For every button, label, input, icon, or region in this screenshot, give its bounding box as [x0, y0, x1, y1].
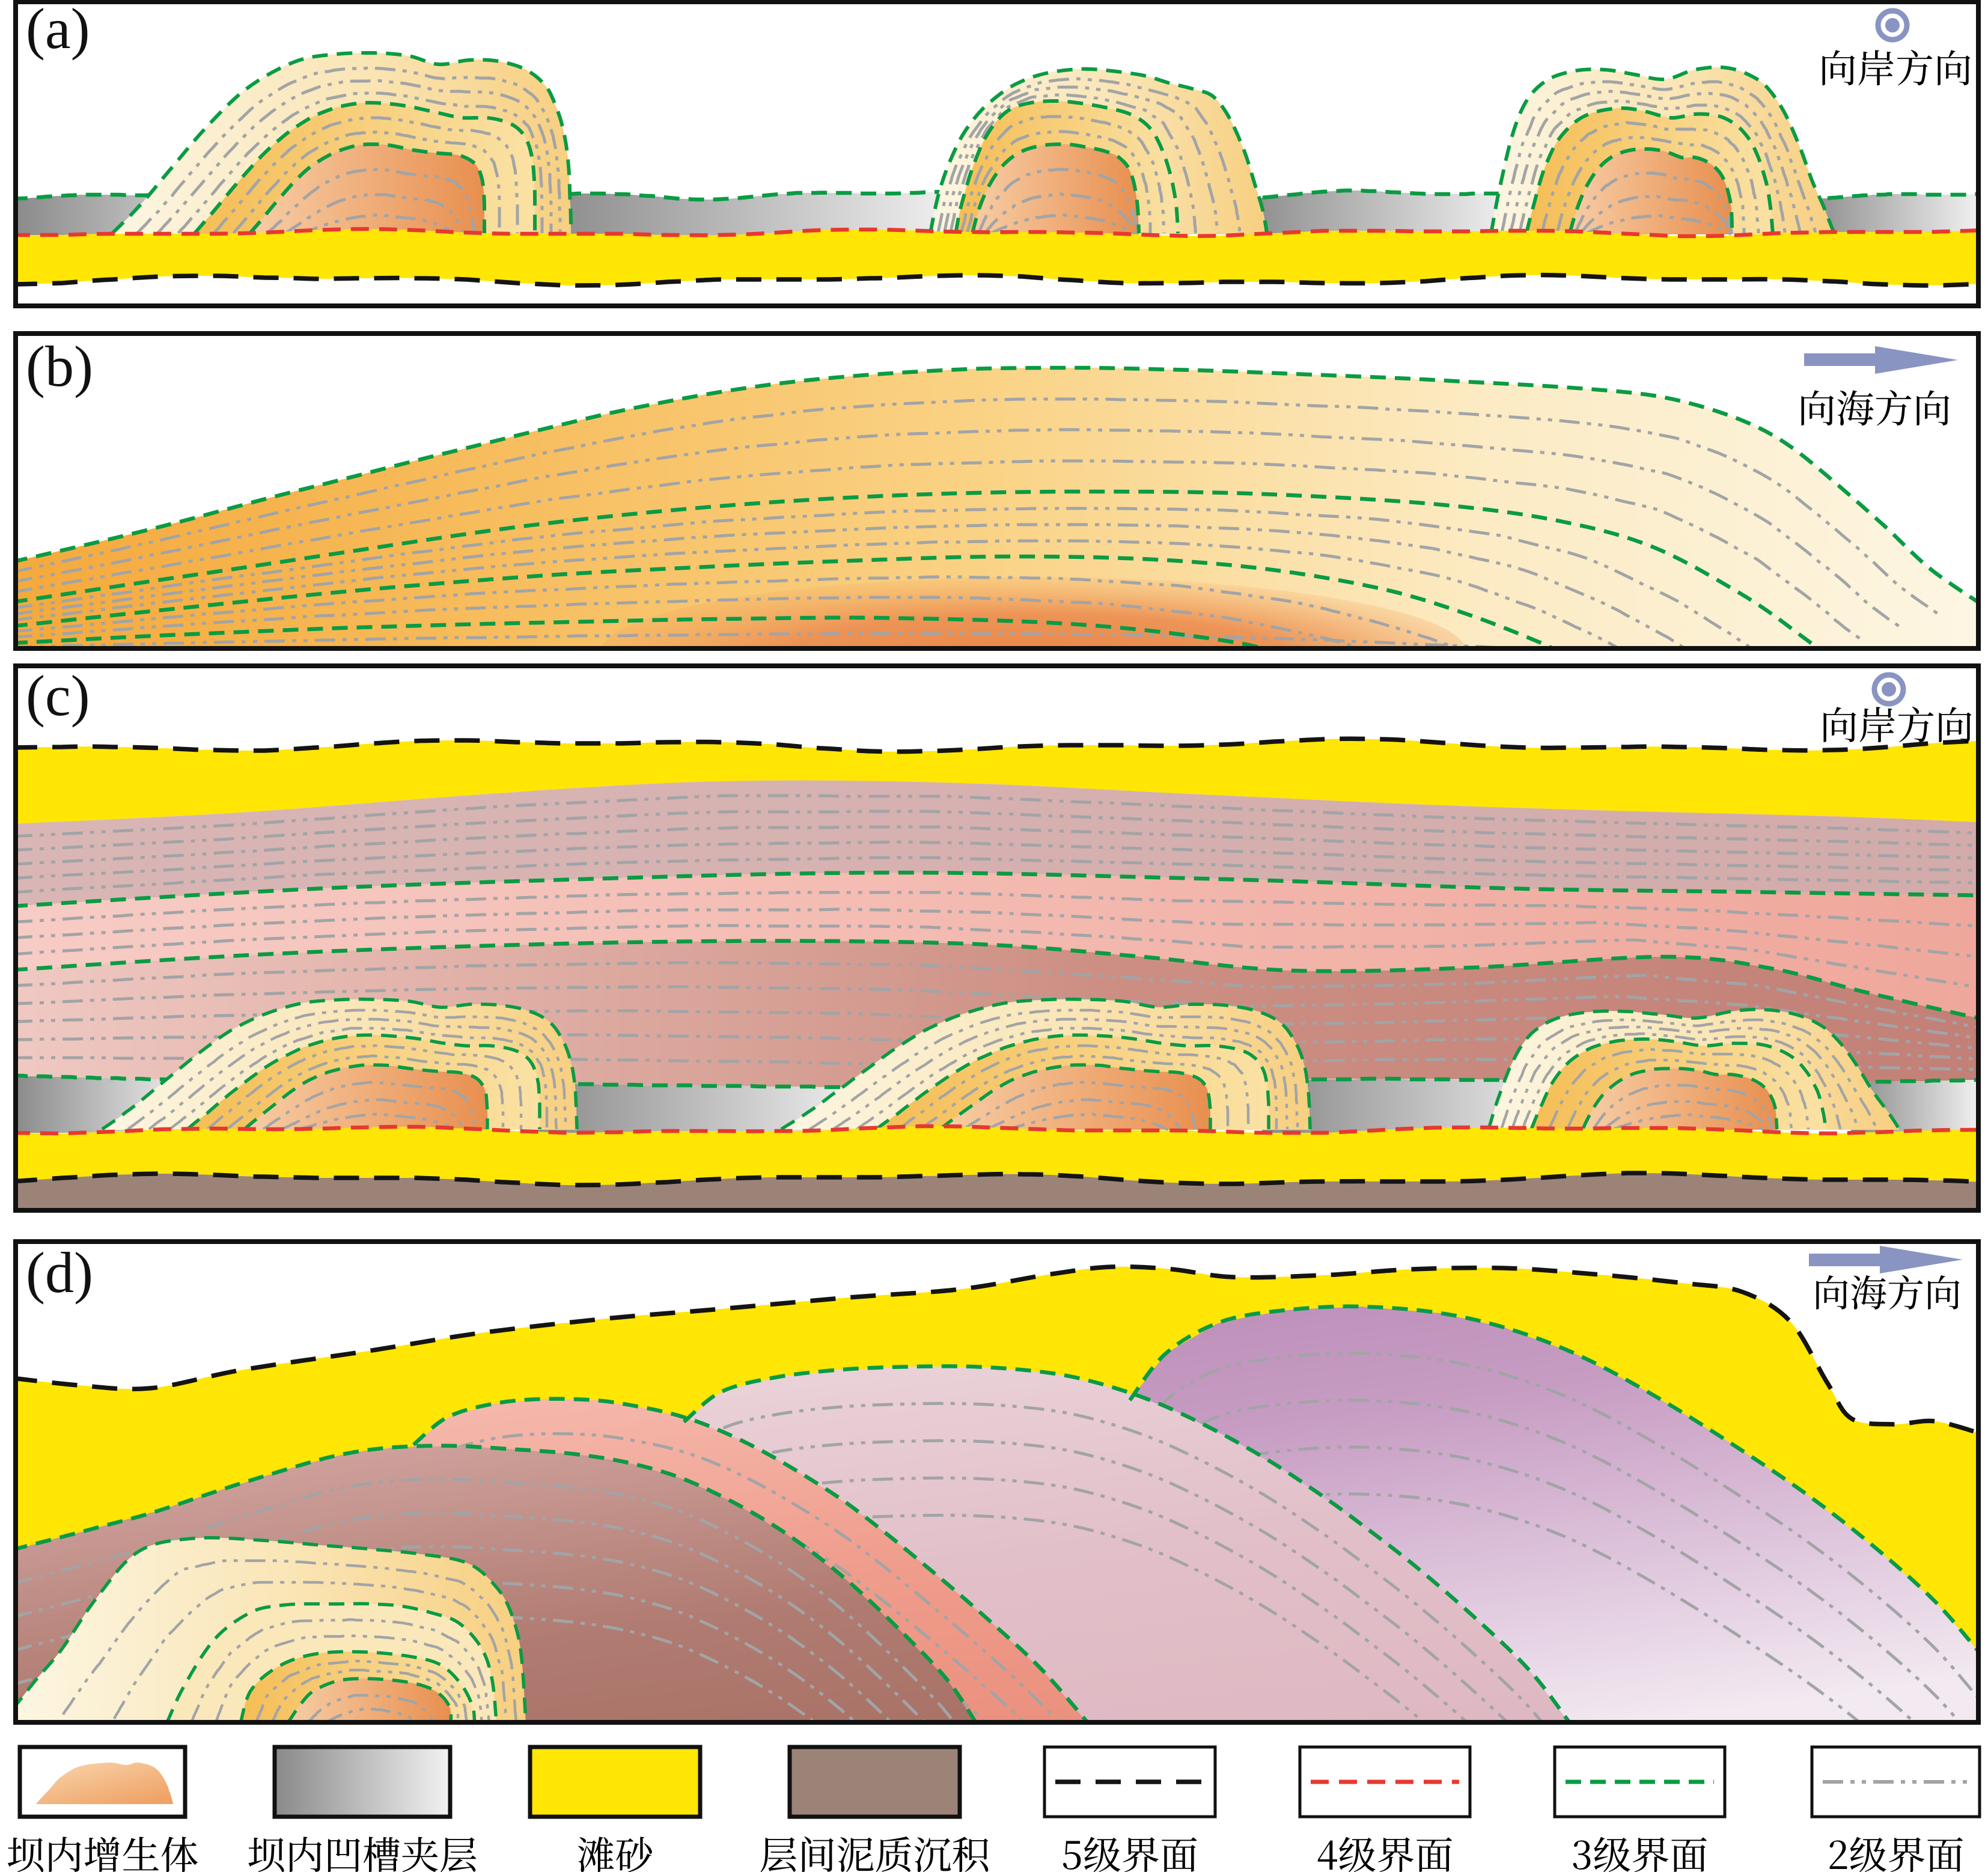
- svg-text:(a): (a): [26, 0, 90, 61]
- svg-text:(c): (c): [26, 663, 90, 728]
- svg-text:(b): (b): [26, 334, 93, 398]
- svg-text:(d): (d): [26, 1240, 93, 1305]
